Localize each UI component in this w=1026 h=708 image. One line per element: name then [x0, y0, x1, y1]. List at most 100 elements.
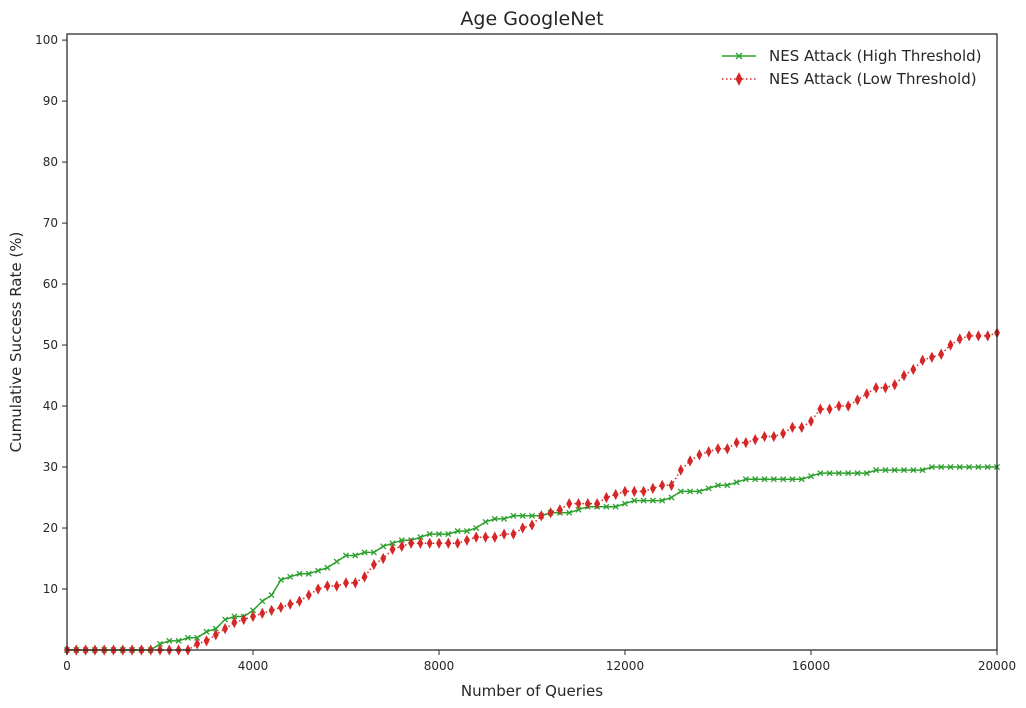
data-point	[631, 485, 638, 498]
data-point	[798, 476, 805, 483]
data-point	[249, 607, 257, 614]
data-point	[724, 482, 731, 489]
x-tick-label: 8000	[424, 659, 455, 673]
data-point	[259, 598, 266, 605]
x-tick-label: 4000	[238, 659, 269, 673]
data-point	[277, 601, 284, 613]
data-point	[491, 531, 498, 543]
x-axis-label: Number of Queries	[461, 682, 603, 700]
legend-marker-x	[735, 52, 743, 60]
y-tick-label: 70	[43, 216, 58, 230]
data-point	[277, 576, 284, 583]
data-point	[454, 528, 461, 535]
data-point	[166, 637, 173, 644]
data-point	[333, 558, 340, 565]
data-point	[649, 482, 656, 495]
data-point	[742, 476, 749, 483]
data-point	[454, 537, 461, 549]
y-tick-label: 20	[43, 521, 58, 535]
y-tick-label: 60	[43, 277, 58, 291]
data-point	[268, 592, 275, 599]
data-point	[891, 379, 898, 391]
data-point	[640, 485, 647, 498]
data-point	[324, 564, 331, 571]
data-point	[482, 518, 489, 525]
legend-item-low: NES Attack (Low Threshold)	[722, 70, 977, 88]
chart-title: Age GoogleNet	[460, 8, 603, 30]
data-point	[352, 577, 359, 589]
data-point	[501, 515, 508, 522]
data-point	[342, 552, 350, 559]
data-point	[519, 512, 526, 519]
data-point	[156, 640, 164, 647]
data-point	[501, 528, 508, 540]
data-point	[417, 537, 424, 549]
data-point	[259, 607, 266, 620]
data-point	[770, 476, 777, 483]
legend-label-high: NES Attack (High Threshold)	[769, 47, 982, 65]
data-point	[436, 537, 442, 549]
data-point	[194, 634, 201, 641]
y-axis-label: Cumulative Success Rate (%)	[7, 232, 25, 453]
data-point	[901, 369, 907, 382]
data-point	[826, 470, 833, 477]
data-point	[826, 403, 833, 415]
data-point	[854, 470, 861, 477]
data-point	[473, 531, 480, 543]
data-point	[714, 482, 722, 489]
data-point	[324, 580, 331, 592]
data-point	[910, 467, 917, 474]
data-point	[222, 616, 229, 623]
data-point	[854, 394, 861, 406]
data-point	[389, 540, 396, 547]
legend: NES Attack (High Threshold) NES Attack (…	[722, 47, 982, 88]
data-point	[938, 463, 945, 471]
data-point	[184, 634, 191, 641]
data-point	[343, 577, 349, 589]
data-point	[566, 509, 573, 516]
data-point	[910, 363, 917, 376]
data-point	[268, 604, 275, 617]
data-point	[984, 330, 991, 342]
data-point	[845, 400, 852, 412]
data-point	[705, 485, 712, 492]
data-point	[287, 573, 294, 580]
data-point	[529, 519, 535, 531]
data-point	[622, 485, 628, 498]
data-point	[621, 500, 629, 507]
data-point	[659, 497, 666, 504]
data-point	[584, 497, 591, 510]
data-point	[250, 610, 256, 623]
data-point	[491, 515, 498, 522]
data-point	[789, 421, 796, 434]
y-tick-label: 50	[43, 338, 58, 352]
data-point	[835, 470, 842, 477]
data-point	[817, 470, 824, 477]
data-point	[361, 549, 368, 556]
data-point	[668, 479, 675, 491]
data-point	[231, 613, 238, 620]
data-point	[603, 503, 610, 510]
data-point	[361, 571, 368, 583]
plot-area	[63, 327, 1001, 656]
data-point	[938, 348, 945, 360]
data-point	[956, 333, 963, 345]
x-tick-label: 20000	[978, 659, 1016, 673]
data-point	[463, 528, 470, 535]
data-point	[370, 549, 377, 556]
data-point	[733, 479, 740, 486]
data-point	[370, 558, 377, 571]
data-point	[975, 330, 982, 342]
data-point	[222, 623, 229, 635]
data-point	[705, 446, 712, 458]
x-tick-label: 0	[63, 659, 71, 673]
data-point	[389, 543, 396, 556]
y-tick-label: 30	[43, 460, 58, 474]
x-tick-label: 12000	[606, 659, 644, 673]
data-point	[966, 463, 973, 471]
data-point	[780, 427, 787, 440]
data-point	[445, 537, 452, 549]
data-point	[631, 497, 638, 504]
y-tick-label: 40	[43, 399, 58, 413]
